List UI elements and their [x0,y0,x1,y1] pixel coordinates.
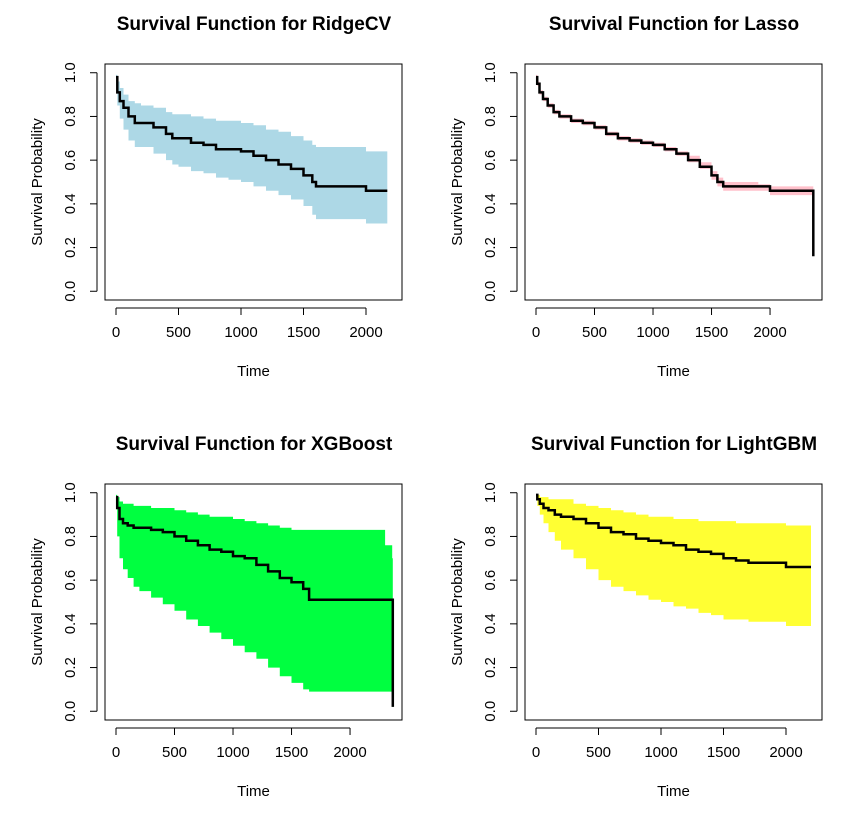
survival-curve [536,493,811,569]
y-tick-label: 0.4 [482,193,499,214]
confidence-band [116,494,393,707]
survival-curve [115,495,395,707]
plot-frame [104,483,403,721]
x-axis-label: Time [237,363,270,380]
y-tick-label: 1.0 [482,482,499,503]
y-tick-label: 0.6 [62,150,79,171]
x-tick-label: 500 [586,744,611,761]
y-axis-label: Survival Probability [449,118,466,246]
x-tick-label: 1500 [287,324,320,341]
y-tick-label: 0.8 [482,526,499,547]
chart-title: Survival Function for LightGBM [531,434,817,455]
y-tick-label: 0.8 [62,526,79,547]
y-tick-label: 0.4 [62,193,79,214]
x-tick-label: 500 [582,324,607,341]
chart-panel-1: Survival Function for RidgeCV 0 500 1000 150… [29,14,403,380]
x-tick-label: 0 [532,744,540,761]
chart-title: Survival Function for RidgeCV [117,14,392,35]
x-tick-label: 0 [112,324,120,341]
x-tick-label: 2000 [333,744,366,761]
plot-frame [104,63,403,301]
x-tick-label: 1000 [216,744,249,761]
chart-title: Survival Function for XGBoost [116,434,393,455]
x-tick-label: 0 [532,324,540,341]
y-tick-label: 1.0 [62,62,79,83]
y-tick-label: 0.8 [62,106,79,127]
x-tick-label: 2000 [349,324,382,341]
y-tick-label: 1.0 [62,482,79,503]
y-tick-label: 0.6 [482,150,499,171]
y-axis-label: Survival Probability [29,118,46,246]
x-tick-label: 2000 [769,744,802,761]
survival-curve [535,75,815,257]
x-tick-label: 500 [166,324,191,341]
chart-panel-3: Survival Function for XGBoost 0 500 1000 150… [29,434,403,800]
y-tick-label: 0.0 [62,281,79,302]
x-tick-label: 1000 [644,744,677,761]
y-tick-label: 1.0 [482,62,499,83]
survival-curve [116,75,388,192]
y-tick-label: 0.4 [482,613,499,634]
y-tick-label: 0.4 [62,613,79,634]
plot-frame [524,63,823,301]
x-tick-label: 0 [112,744,120,761]
confidence-band [116,74,388,224]
x-tick-label: 2000 [753,324,786,341]
x-axis-label: Time [657,783,690,800]
chart-title: Survival Function for Lasso [549,14,799,35]
y-tick-label: 0.8 [482,106,499,127]
confidence-band [536,494,811,626]
y-tick-label: 0.6 [482,570,499,591]
y-tick-label: 0.2 [62,237,79,258]
plot-frame [524,483,823,721]
chart-panel-2: Survival Function for Lasso 0 500 1000 1500 2… [449,14,823,380]
y-tick-label: 0.0 [62,701,79,722]
y-axis-label: Survival Probability [29,538,46,666]
chart-panel-4: Survival Function for LightGBM 0 500 1000 15… [449,434,823,800]
x-tick-label: 1500 [707,744,740,761]
y-tick-label: 0.6 [62,570,79,591]
x-axis-label: Time [657,363,690,380]
x-tick-label: 1500 [695,324,728,341]
x-tick-label: 1000 [224,324,257,341]
y-tick-label: 0.0 [482,701,499,722]
y-tick-label: 0.2 [62,657,79,678]
x-axis-label: Time [237,783,270,800]
y-tick-label: 0.2 [482,657,499,678]
y-axis-label: Survival Probability [449,538,466,666]
confidence-band [536,74,814,257]
y-tick-label: 0.2 [482,237,499,258]
x-tick-label: 1000 [636,324,669,341]
y-tick-label: 0.0 [482,281,499,302]
x-tick-label: 1500 [275,744,308,761]
x-tick-label: 500 [162,744,187,761]
